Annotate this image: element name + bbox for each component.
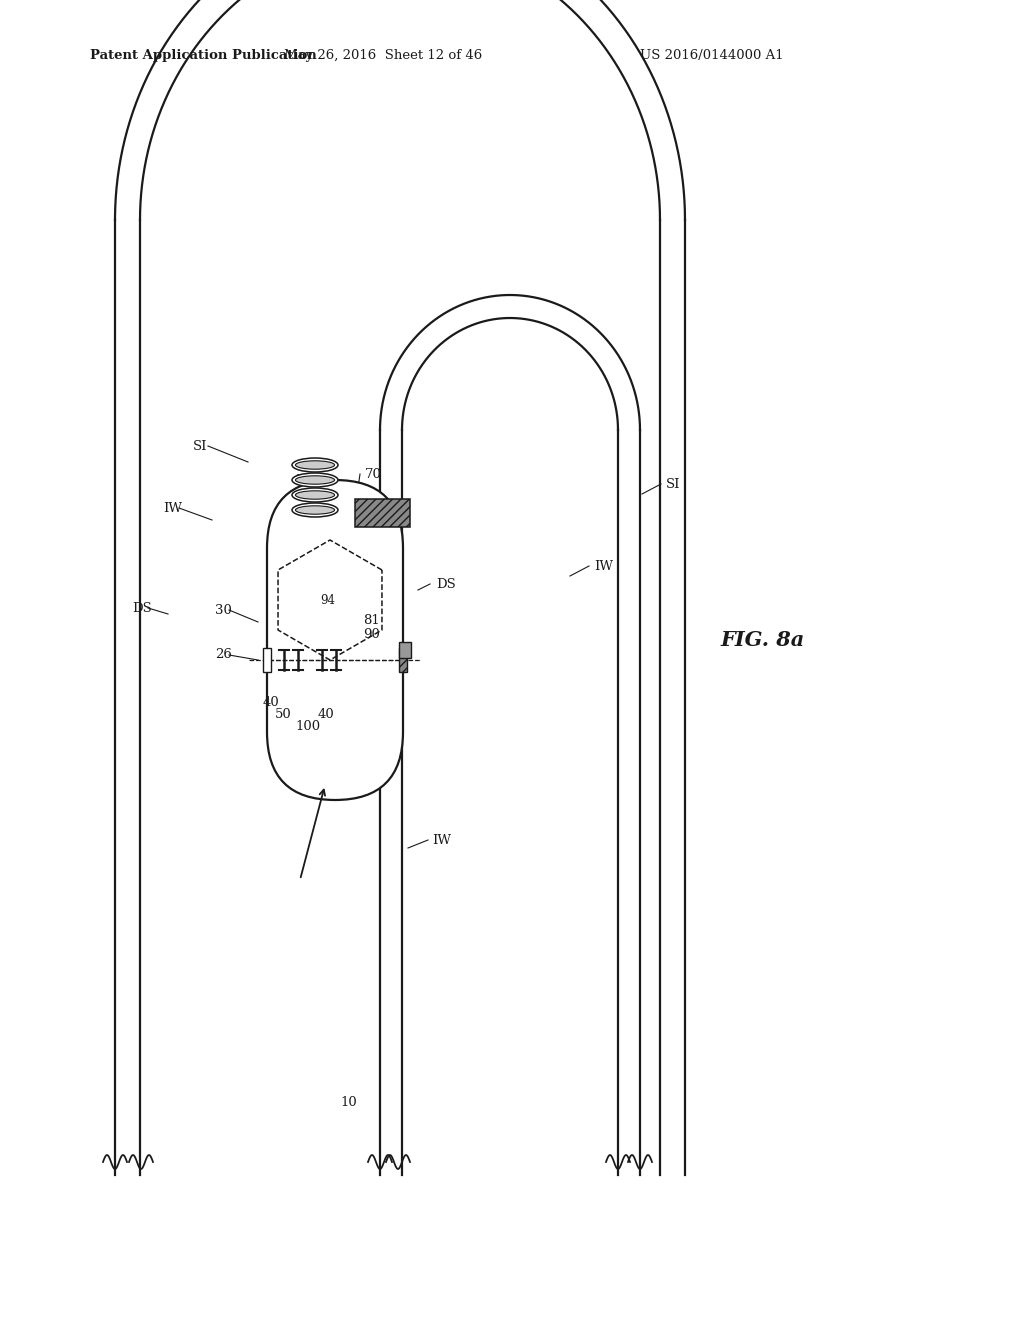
Text: 80: 80 bbox=[294, 474, 310, 487]
Text: US 2016/0144000 A1: US 2016/0144000 A1 bbox=[640, 49, 783, 62]
Ellipse shape bbox=[292, 458, 338, 473]
Text: 40: 40 bbox=[318, 708, 335, 721]
Ellipse shape bbox=[292, 488, 338, 502]
Text: DS: DS bbox=[132, 602, 152, 615]
Text: IW: IW bbox=[432, 833, 451, 846]
Text: 26: 26 bbox=[215, 648, 231, 661]
Text: 40: 40 bbox=[263, 696, 280, 709]
Text: SI: SI bbox=[666, 478, 681, 491]
Bar bbox=[399, 648, 407, 672]
Text: Patent Application Publication: Patent Application Publication bbox=[90, 49, 316, 62]
Ellipse shape bbox=[296, 461, 335, 469]
Text: 10: 10 bbox=[340, 1096, 356, 1109]
FancyBboxPatch shape bbox=[267, 480, 403, 800]
Text: 100: 100 bbox=[295, 719, 321, 733]
Ellipse shape bbox=[296, 475, 335, 484]
Text: 30: 30 bbox=[215, 603, 231, 616]
Text: FIG. 8a: FIG. 8a bbox=[720, 630, 804, 649]
Text: 90: 90 bbox=[362, 627, 380, 640]
Text: IW: IW bbox=[163, 502, 182, 515]
Text: 94: 94 bbox=[321, 594, 336, 606]
Bar bbox=[399, 642, 411, 657]
Text: 50: 50 bbox=[275, 708, 292, 721]
Ellipse shape bbox=[296, 491, 335, 499]
Ellipse shape bbox=[296, 506, 335, 515]
Text: IW: IW bbox=[594, 560, 613, 573]
Text: DS: DS bbox=[436, 578, 456, 590]
Text: May 26, 2016  Sheet 12 of 46: May 26, 2016 Sheet 12 of 46 bbox=[284, 49, 482, 62]
Bar bbox=[263, 648, 271, 672]
Bar bbox=[355, 499, 410, 527]
Text: 70: 70 bbox=[365, 467, 382, 480]
Text: 81: 81 bbox=[362, 614, 380, 627]
Text: SI: SI bbox=[193, 440, 208, 453]
Ellipse shape bbox=[292, 473, 338, 487]
Ellipse shape bbox=[292, 503, 338, 517]
